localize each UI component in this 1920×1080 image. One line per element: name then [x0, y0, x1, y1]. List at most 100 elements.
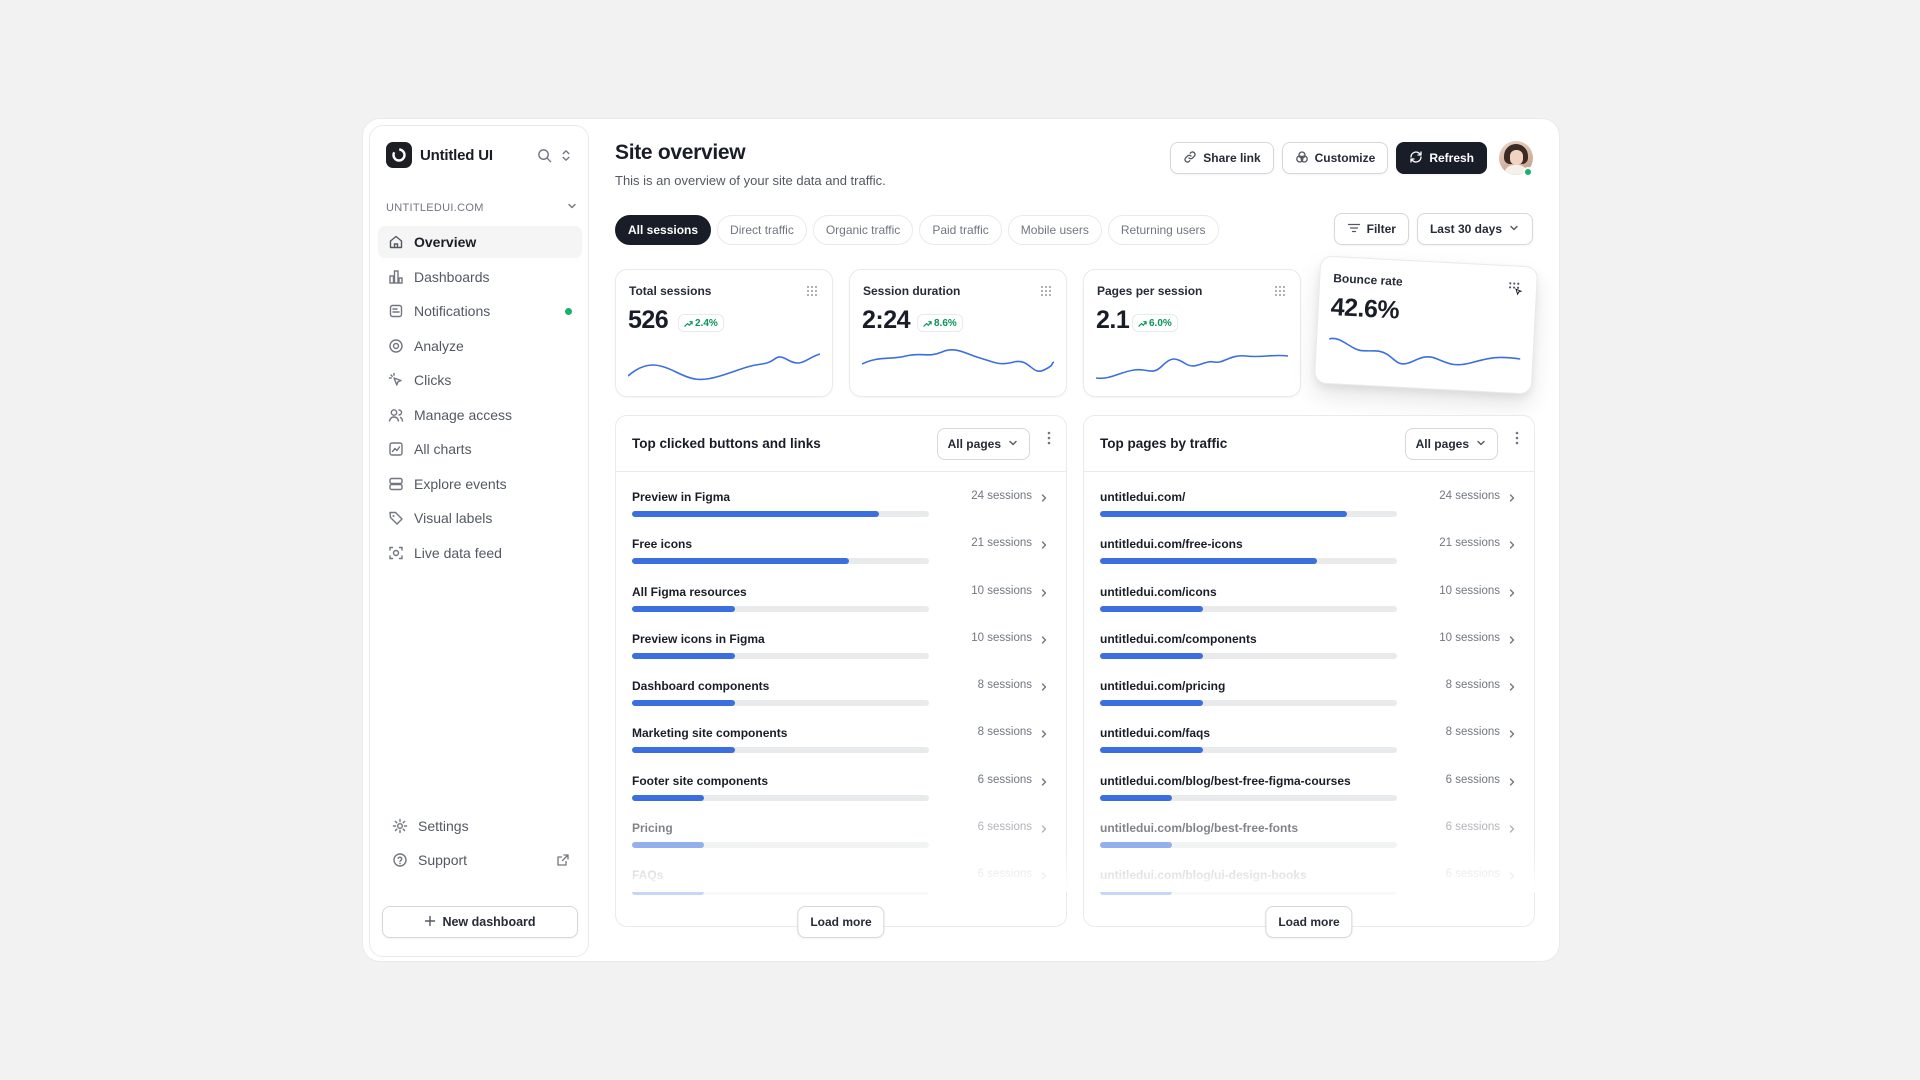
share-link-button[interactable]: Share link	[1170, 142, 1274, 174]
list-item[interactable]: untitledui.com/components 10 sessions	[1100, 632, 1520, 679]
customize-button[interactable]: Customize	[1281, 142, 1389, 174]
new-dashboard-button[interactable]: New dashboard	[382, 906, 578, 938]
tab-returning-users[interactable]: Returning users	[1107, 215, 1219, 245]
list-item[interactable]: untitledui.com/icons 10 sessions	[1100, 585, 1520, 632]
item-label: Pricing	[632, 821, 673, 836]
progress-track	[1100, 652, 1397, 659]
sidebar-item-visual-labels[interactable]: Visual labels	[378, 502, 582, 534]
sidebar-item-manage-access[interactable]: Manage access	[378, 399, 582, 431]
load-more-button[interactable]: Load more	[797, 906, 885, 938]
sidebar-item-label: Dashboards	[414, 268, 490, 285]
sidebar-item-clicks[interactable]: Clicks	[378, 364, 582, 396]
logo-icon	[386, 142, 412, 168]
metric-change-badge: 8.6%	[917, 314, 963, 332]
item-sessions: 8 sessions	[977, 679, 1032, 692]
list-item[interactable]: untitledui.com/free-icons 21 sessions	[1100, 537, 1520, 584]
gear-icon	[392, 818, 408, 834]
metric-card-session-duration[interactable]: Session duration 2:24 8.6%	[849, 269, 1067, 397]
date-range-select[interactable]: Last 30 days	[1416, 213, 1533, 245]
sidebar-item-support[interactable]: Support	[382, 844, 578, 876]
chevron-right-icon	[1506, 633, 1518, 651]
item-sessions: 6 sessions	[1445, 821, 1500, 834]
sidebar-item-label: Live data feed	[414, 544, 502, 561]
item-sessions: 10 sessions	[1439, 631, 1500, 644]
sidebar-item-label: Support	[418, 852, 468, 868]
notification-dot	[565, 308, 572, 315]
drag-handle-icon[interactable]	[1273, 284, 1287, 303]
sidebar-item-label: Clicks	[414, 372, 452, 388]
list-item[interactable]: Footer site components 6 sessions	[632, 774, 1052, 821]
chevron-right-icon	[1506, 727, 1518, 745]
load-more-button[interactable]: Load more	[1265, 906, 1353, 938]
sidebar-item-live-data-feed[interactable]: Live data feed	[378, 537, 582, 569]
workspace-switcher[interactable]: UNTITLEDUI.COM	[386, 200, 578, 215]
chevron-down-icon	[566, 200, 578, 215]
chevron-selector-icon[interactable]	[560, 148, 572, 168]
more-vertical-icon[interactable]	[1514, 430, 1520, 451]
progress-fill	[1100, 511, 1348, 517]
metric-card-total-sessions[interactable]: Total sessions 526 2.4%	[615, 269, 833, 397]
item-sessions: 21 sessions	[971, 537, 1032, 550]
tab-paid-traffic[interactable]: Paid traffic	[919, 215, 1002, 245]
brand[interactable]: Untitled UI	[386, 142, 493, 168]
sidebar-item-explore-events[interactable]: Explore events	[378, 468, 582, 500]
list-item[interactable]: untitledui.com/faqs 8 sessions	[1100, 726, 1520, 773]
tab-mobile-users[interactable]: Mobile users	[1007, 215, 1102, 245]
tag-icon	[388, 510, 404, 526]
list-item[interactable]: Preview in Figma 24 sessions	[632, 490, 1052, 537]
list-item[interactable]: All Figma resources 10 sessions	[632, 585, 1052, 632]
metric-value: 526	[628, 306, 669, 334]
sidebar-item-analyze[interactable]: Analyze	[378, 330, 582, 362]
item-sessions: 10 sessions	[1439, 584, 1500, 597]
list-item[interactable]: untitledui.com/blog/best-free-fonts 6 ses…	[1100, 821, 1520, 868]
refresh-button[interactable]: Refresh	[1396, 142, 1487, 174]
filter-button[interactable]: Filter	[1333, 213, 1409, 245]
refresh-label: Refresh	[1429, 151, 1474, 165]
list-item[interactable]: Pricing 6 sessions	[632, 821, 1052, 868]
pages-select[interactable]: All pages	[1404, 428, 1498, 460]
sidebar-item-settings[interactable]: Settings	[382, 810, 578, 842]
item-sessions: 8 sessions	[1445, 679, 1500, 692]
bar-chart-icon	[388, 269, 404, 285]
tab-organic-traffic[interactable]: Organic traffic	[812, 215, 914, 245]
tab-direct-traffic[interactable]: Direct traffic	[717, 215, 807, 245]
progress-track	[1100, 842, 1397, 849]
chevron-right-icon	[1506, 491, 1518, 509]
list-item[interactable]: Preview icons in Figma 10 sessions	[632, 632, 1052, 679]
metric-label: Session duration	[863, 284, 961, 298]
drag-handle-icon[interactable]	[1039, 284, 1053, 303]
search-icon[interactable]	[537, 148, 552, 168]
item-sessions: 6 sessions	[977, 773, 1032, 786]
progress-track	[1100, 700, 1397, 707]
metric-change: 2.4%	[695, 317, 718, 329]
list-item[interactable]: untitledui.com/pricing 8 sessions	[1100, 679, 1520, 726]
tab-all-sessions[interactable]: All sessions	[615, 215, 712, 245]
avatar[interactable]	[1499, 141, 1533, 175]
list-item[interactable]: untitledui.com/24 sessions	[1100, 490, 1520, 537]
list-item[interactable]: Free icons 21 sessions	[632, 537, 1052, 584]
item-sessions: 10 sessions	[971, 584, 1032, 597]
more-vertical-icon[interactable]	[1046, 430, 1052, 451]
sidebar-item-dashboards[interactable]: Dashboards	[378, 261, 582, 293]
chevron-right-icon	[1038, 538, 1050, 556]
progress-track	[632, 747, 929, 754]
list-item[interactable]: Marketing site components 8 sessions	[632, 726, 1052, 773]
segment-tabs: All sessions Direct traffic Organic traf…	[615, 215, 1219, 245]
pages-select[interactable]: All pages	[936, 428, 1030, 460]
list-item[interactable]: untitledui.com/blog/best-free-figma-cour…	[1100, 774, 1520, 821]
sidebar-item-notifications[interactable]: Notifications	[378, 295, 582, 327]
metric-value: 2.1	[1096, 306, 1130, 334]
item-sessions: 6 sessions	[977, 821, 1032, 834]
external-link-icon	[556, 853, 570, 870]
drag-handle-icon[interactable]	[1506, 280, 1523, 302]
chevron-right-icon	[1038, 822, 1050, 840]
progress-fill	[1100, 889, 1173, 896]
metric-card-pages-per-session[interactable]: Pages per session 2.1 6.0%	[1083, 269, 1301, 397]
sidebar-item-overview[interactable]: Overview	[378, 226, 582, 258]
drag-handle-icon[interactable]	[805, 284, 819, 303]
progress-fill	[632, 889, 705, 896]
list-item[interactable]: Dashboard components 8 sessions	[632, 679, 1052, 726]
sidebar-item-all-charts[interactable]: All charts	[378, 433, 582, 465]
progress-fill	[1100, 747, 1204, 754]
metric-card-bounce-rate[interactable]: Bounce rate 42.6%	[1313, 255, 1539, 395]
